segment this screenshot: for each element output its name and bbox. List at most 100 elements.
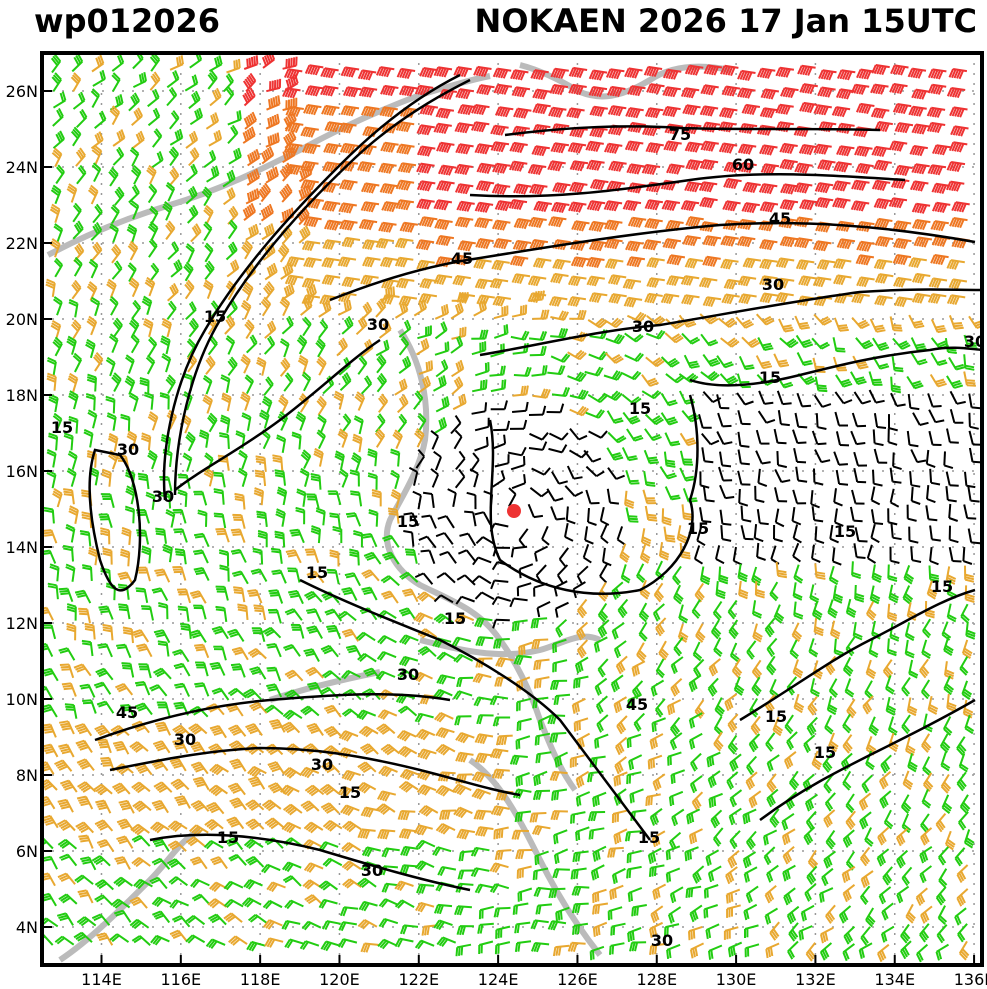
wind-barb [893,238,912,250]
wind-barb [642,239,662,251]
barb-flag [742,71,748,81]
barb-flag [180,55,184,65]
wind-barb [586,200,606,212]
barb-flag [248,57,252,67]
wind-barb [795,259,815,271]
barb-flag [608,69,614,79]
barb-flag [481,85,487,95]
wind-barb [454,122,474,134]
wind-barb [491,219,511,231]
wind-barb [112,146,125,166]
barb-flag [214,57,219,67]
wind-barb [603,200,623,212]
wind-barb [108,333,119,353]
wind-barb [184,74,199,92]
wind-barb [296,334,308,355]
wind-barb [799,199,818,211]
barb-flag [770,90,777,100]
wind-barb [510,69,529,81]
barb-flag [626,68,633,78]
barb-flag [861,69,867,79]
wind-barb [662,86,681,98]
wind-barb [454,183,474,195]
wind-barb [169,55,184,71]
barb-flag [327,87,333,97]
barb-flag [322,68,329,78]
barb-flag [937,329,947,334]
barb-flag [269,116,273,127]
barb-flag [775,67,781,77]
barb-flag [803,362,813,366]
barb-flag [309,86,316,96]
wind-barb [227,124,239,144]
wind-barb [124,375,136,395]
barb-flag [366,88,372,98]
wind-barb [342,86,362,98]
wind-barb [394,237,414,249]
barb-flag [576,68,582,78]
barb-flag [401,69,408,79]
wind-barb [775,257,795,269]
wind-barb [662,106,681,118]
barb-flag [665,69,671,79]
wind-barb [951,201,970,213]
wind-barb [282,87,301,99]
wind-barb [433,199,453,211]
barb-flag [73,72,82,81]
wind-barb [949,217,968,229]
wind-barb [381,293,400,305]
barb-flag [689,65,696,75]
barb-flag [72,74,80,83]
barb-flag [667,70,674,80]
wind-barb [871,64,890,76]
barb-flag [382,85,389,95]
wind-barb [779,142,798,155]
wind-barb [833,317,849,332]
wind-barb [874,273,894,284]
wind-barb [646,277,665,288]
barb-flag [478,302,483,312]
wind-barb [946,87,966,99]
wind-barb [702,235,722,247]
wind-barb [645,356,665,368]
barb-flag [350,68,357,78]
barb-flag [274,133,278,143]
storm-info-title: NOKAEN 2026 17 Jan 15UTC [474,2,977,40]
barb-flag [271,115,276,126]
wind-barb [662,238,682,250]
barb-flag [453,66,459,76]
wind-barb [362,256,381,268]
barb-flag [598,88,605,98]
barb-flag [578,86,584,96]
barb-flag [927,84,934,94]
wind-barb [513,366,532,377]
barb-flag [737,70,743,80]
wind-barb [604,352,624,364]
barb-flag [430,360,434,370]
wind-barb [738,293,757,305]
wind-barb [105,356,116,377]
wind-barb [527,164,547,176]
wind-barb [779,159,798,171]
barb-flag [913,89,920,99]
wind-barb [471,329,489,340]
barb-flag [856,69,862,79]
wind-barb [360,201,380,213]
wind-barb [283,68,303,80]
wind-barb [948,141,968,153]
barb-flag [433,66,440,77]
barb-flag [843,90,849,100]
barb-flag [549,84,555,94]
coastline-borneo [58,827,202,963]
barb-flag [551,85,558,95]
barb-flag [455,88,461,98]
barb-flag [149,56,158,65]
barb-flag [763,89,769,99]
wind-barb [376,353,387,374]
wind-barb [737,275,757,287]
barb-flag [495,84,502,94]
barb-flag [263,55,270,65]
wind-barb [604,238,623,250]
wind-barb [166,70,180,89]
wind-barb [567,142,587,154]
